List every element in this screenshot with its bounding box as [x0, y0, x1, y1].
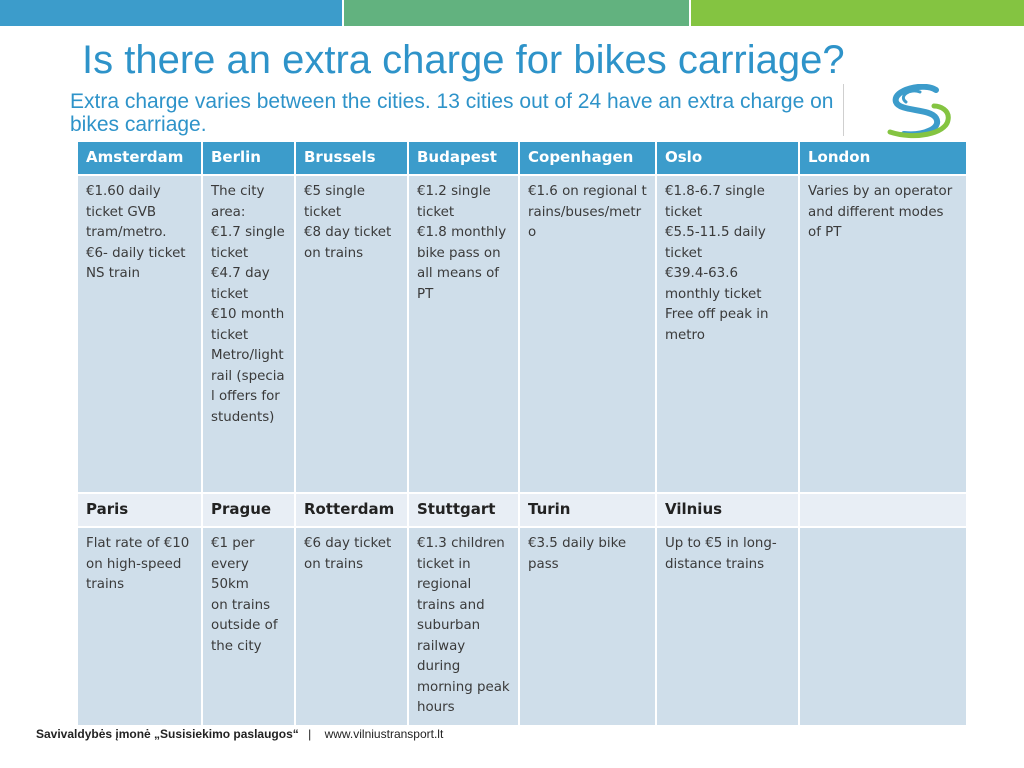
- charge-cell: €1 per every 50km on trains outside of t…: [201, 526, 296, 727]
- charge-line: on trains outside of the city: [211, 597, 278, 654]
- charge-line: €1.3 children ticket in regional trains …: [417, 536, 510, 715]
- charge-cell: €1.3 children ticket in regional trains …: [407, 526, 520, 727]
- city-header: Oslo: [655, 140, 800, 176]
- charge-line: €6- daily ticket NS train: [86, 245, 186, 282]
- charge-cell: Up to €5 in long-distance trains: [655, 526, 800, 727]
- slide-subtitle: Extra charge varies between the cities. …: [70, 90, 834, 136]
- charge-line: Metro/light rail (special offers for stu…: [211, 348, 285, 425]
- charge-line: €6 day ticket on trains: [304, 536, 392, 572]
- footer-company: Savivaldybės įmonė „Susisiekimo paslaugo…: [36, 727, 299, 741]
- top-bar-gap: [689, 0, 691, 26]
- charge-line: Varies by an operator and different mode…: [808, 184, 953, 240]
- charge-line: The city area:: [211, 184, 265, 220]
- city-header-empty: [798, 492, 968, 528]
- city-header: Berlin: [201, 140, 296, 176]
- charge-cell-empty: [798, 526, 968, 727]
- charge-line: Flat rate of €10: [86, 536, 190, 551]
- charge-cell: €1.60 daily ticket GVB tram/metro. €6- d…: [76, 174, 203, 494]
- charge-line: €8 day ticket on trains: [304, 225, 392, 261]
- charge-cell: €3.5 daily bike pass: [518, 526, 657, 727]
- city-header: Copenhagen: [518, 140, 657, 176]
- divider-line: [843, 84, 844, 136]
- top-bar-gap: [342, 0, 344, 26]
- city-header: Prague: [201, 492, 296, 528]
- charge-cell: The city area: €1.7 single ticket €4.7 d…: [201, 174, 296, 494]
- city-header: Budapest: [407, 140, 520, 176]
- city-header: Amsterdam: [76, 140, 203, 176]
- table-row: €1.60 daily ticket GVB tram/metro. €6- d…: [76, 174, 968, 494]
- charge-line: €1.8 monthly bike pass on all means of P…: [417, 225, 507, 302]
- bike-charge-table: Amsterdam Berlin Brussels Budapest Copen…: [76, 140, 968, 727]
- charge-line: €3.5 daily bike pass: [528, 536, 627, 572]
- footer-website-link[interactable]: www.vilniustransport.lt: [324, 727, 444, 741]
- table-subheader-row: Paris Prague Rotterdam Stuttgart Turin V…: [76, 492, 968, 528]
- charge-line: Free off peak in metro: [665, 307, 769, 343]
- charge-line: €1.60 daily ticket GVB tram/metro.: [86, 184, 167, 240]
- table-header-row: Amsterdam Berlin Brussels Budapest Copen…: [76, 140, 968, 176]
- slide-title: Is there an extra charge for bikes carri…: [82, 38, 845, 82]
- footer: Savivaldybės įmonė „Susisiekimo paslaugo…: [36, 727, 443, 741]
- charge-line: €1.8-6.7 single ticket: [665, 184, 765, 220]
- city-header: London: [798, 140, 968, 176]
- footer-separator: |: [308, 727, 312, 741]
- charge-line: €1 per every 50km: [211, 536, 255, 592]
- charge-line: €5 single ticket: [304, 184, 365, 220]
- charge-line: €39.4-63.6 monthly ticket: [665, 266, 762, 302]
- charge-cell: €1.2 single ticket €1.8 monthly bike pas…: [407, 174, 520, 494]
- top-bar-teal-segment: [344, 0, 689, 26]
- city-header: Turin: [518, 492, 657, 528]
- table-row: Flat rate of €10 on high-speed trains €1…: [76, 526, 968, 727]
- top-bar-green-segment: [691, 0, 1024, 26]
- city-header: Vilnius: [655, 492, 800, 528]
- city-header: Brussels: [294, 140, 409, 176]
- charge-line: €10 month ticket: [211, 307, 285, 343]
- charge-line: €4.7 day ticket: [211, 266, 270, 302]
- company-logo-icon: [887, 84, 951, 139]
- charge-cell: Flat rate of €10 on high-speed trains: [76, 526, 203, 727]
- charge-line: on high-speed trains: [86, 556, 182, 593]
- top-color-bar: [0, 0, 1024, 26]
- charge-line: €1.2 single ticket: [417, 184, 491, 220]
- city-header: Paris: [76, 492, 203, 528]
- charge-cell: €5 single ticket €8 day ticket on trains: [294, 174, 409, 494]
- city-header: Stuttgart: [407, 492, 520, 528]
- charge-cell: €6 day ticket on trains: [294, 526, 409, 727]
- charge-cell: €1.6 on regional trains/buses/metro: [518, 174, 657, 494]
- charge-line: €1.6 on regional trains/buses/metro: [528, 184, 647, 240]
- top-bar-blue-segment: [0, 0, 342, 26]
- charge-line: €1.7 single ticket: [211, 225, 285, 261]
- charge-cell: €1.8-6.7 single ticket €5.5-11.5 daily t…: [655, 174, 800, 494]
- charge-cell: Varies by an operator and different mode…: [798, 174, 968, 494]
- city-header: Rotterdam: [294, 492, 409, 528]
- charge-line: €5.5-11.5 daily ticket: [665, 225, 766, 261]
- charge-line: Up to €5 in long-distance trains: [665, 536, 777, 572]
